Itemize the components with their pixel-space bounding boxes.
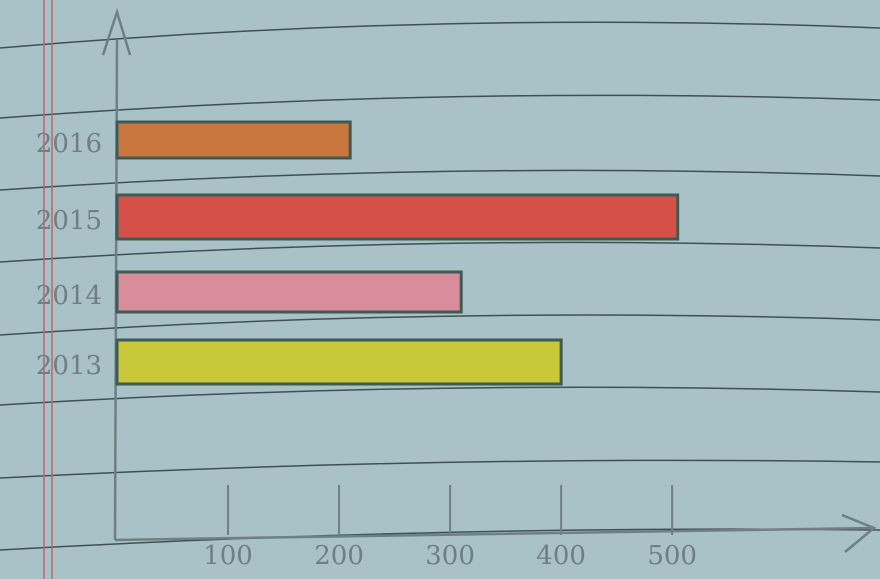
x-tick-label: 500 [647,541,697,571]
ruled-line [0,314,880,336]
ruled-line [0,94,880,119]
y-axis-arrow [101,7,132,56]
bar [115,338,563,386]
y-tick-label: 2016 [36,129,102,159]
ruled-line [0,459,880,479]
y-tick-label: 2013 [36,351,102,381]
ruled-line [0,169,880,191]
ruled-line [0,386,880,406]
y-tick-label: 2015 [36,206,102,236]
bar [115,120,352,160]
x-tick-label: 400 [536,541,586,571]
bar [115,193,680,241]
x-tick-label: 200 [314,541,364,571]
y-tick-label: 2014 [36,281,102,311]
x-tick-label: 300 [425,541,475,571]
ruled-line [0,21,880,49]
ruled-lines [0,21,880,551]
ruled-line [0,241,880,263]
x-axis [114,526,873,542]
x-tick-label: 100 [203,541,253,571]
x-axis-arrow [841,513,877,553]
bar [115,270,463,314]
